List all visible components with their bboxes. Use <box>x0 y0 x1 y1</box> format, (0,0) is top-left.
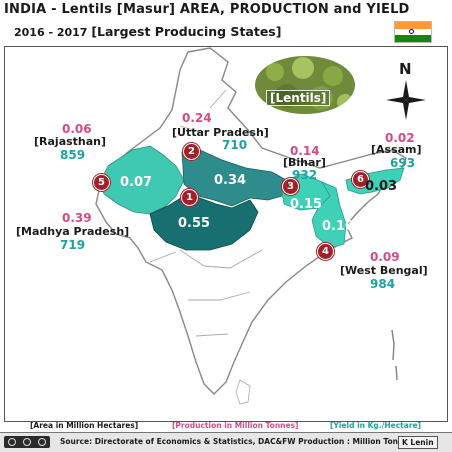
west-bengal-production: 0.10 <box>322 219 355 234</box>
rajasthan-yield: 859 <box>60 148 86 162</box>
region-uttar-pradesh <box>181 149 287 207</box>
nc-circle-icon <box>38 438 47 446</box>
uttar-pradesh-area: 0.24 <box>182 111 212 125</box>
rajasthan-area: 0.06 <box>62 122 92 136</box>
rajasthan-production: 0.07 <box>120 175 153 190</box>
india-flag-icon <box>394 21 432 43</box>
legend-production: [Production in Million Tonnes] <box>172 421 299 430</box>
rajasthan-name: [Rajasthan] <box>34 135 107 148</box>
bihar-name: [Bihar] <box>283 156 326 169</box>
madhya-pradesh-name: [Madhya Pradesh] <box>16 225 130 238</box>
assam-production: 0.03 <box>365 179 398 194</box>
madhya-pradesh-yield: 719 <box>60 238 86 252</box>
lentils-photo-label: [Lentils] <box>266 90 331 106</box>
subtitle-years: 2016 - 2017 <box>14 26 88 39</box>
west-bengal-yield: 984 <box>370 277 396 291</box>
subtitle-description: [Largest Producing States] <box>91 24 282 39</box>
west-bengal-area: 0.09 <box>370 250 400 264</box>
page-title: INDIA - Lentils [Masur] AREA, PRODUCTION… <box>4 2 410 17</box>
uttar-pradesh-yield: 710 <box>222 138 248 152</box>
author-credit: K Lenin <box>398 436 438 449</box>
assam-rank-badge: 6 <box>352 171 369 188</box>
by-circle-icon <box>22 438 31 446</box>
uttar-pradesh-rank-badge: 2 <box>183 143 200 160</box>
west-bengal-rank-badge: 4 <box>317 243 334 260</box>
assam-area: 0.02 <box>385 131 415 145</box>
madhya-pradesh-production: 0.55 <box>178 216 211 231</box>
assam-name: [Assam] <box>371 143 422 156</box>
madhya-pradesh-area: 0.39 <box>62 211 92 225</box>
region-rajasthan <box>99 145 185 215</box>
cc-circle-icon <box>7 438 16 446</box>
source-credit: Source: Directorate of Economics & Stati… <box>60 437 413 446</box>
footer-bar: Source: Directorate of Economics & Stati… <box>0 432 452 452</box>
bihar-rank-badge: 3 <box>282 178 299 195</box>
andaman-islands <box>391 329 398 381</box>
madhya-pradesh-rank-badge: 1 <box>181 189 198 206</box>
state-borders <box>149 89 263 337</box>
bihar-area: 0.14 <box>290 144 320 158</box>
legend-area: [Area in Million Hectares] <box>30 421 139 430</box>
west-bengal-name: [West Bengal] <box>340 264 428 277</box>
compass-icon <box>386 80 426 120</box>
assam-yield: 693 <box>390 156 416 170</box>
bihar-yield: 932 <box>292 168 318 182</box>
bihar-production: 0.15 <box>290 197 323 212</box>
uttar-pradesh-name: [Uttar Pradesh] <box>172 126 269 139</box>
page-subtitle: 2016 - 2017 [Largest Producing States] <box>14 24 281 39</box>
compass-north-label: N <box>399 60 412 78</box>
rajasthan-rank-badge: 5 <box>93 174 110 191</box>
creative-commons-icon <box>4 436 50 448</box>
uttar-pradesh-production: 0.34 <box>214 173 247 188</box>
legend-yield: [Yield in Kg./Hectare] <box>330 421 422 430</box>
sri-lanka-outline <box>235 379 251 405</box>
